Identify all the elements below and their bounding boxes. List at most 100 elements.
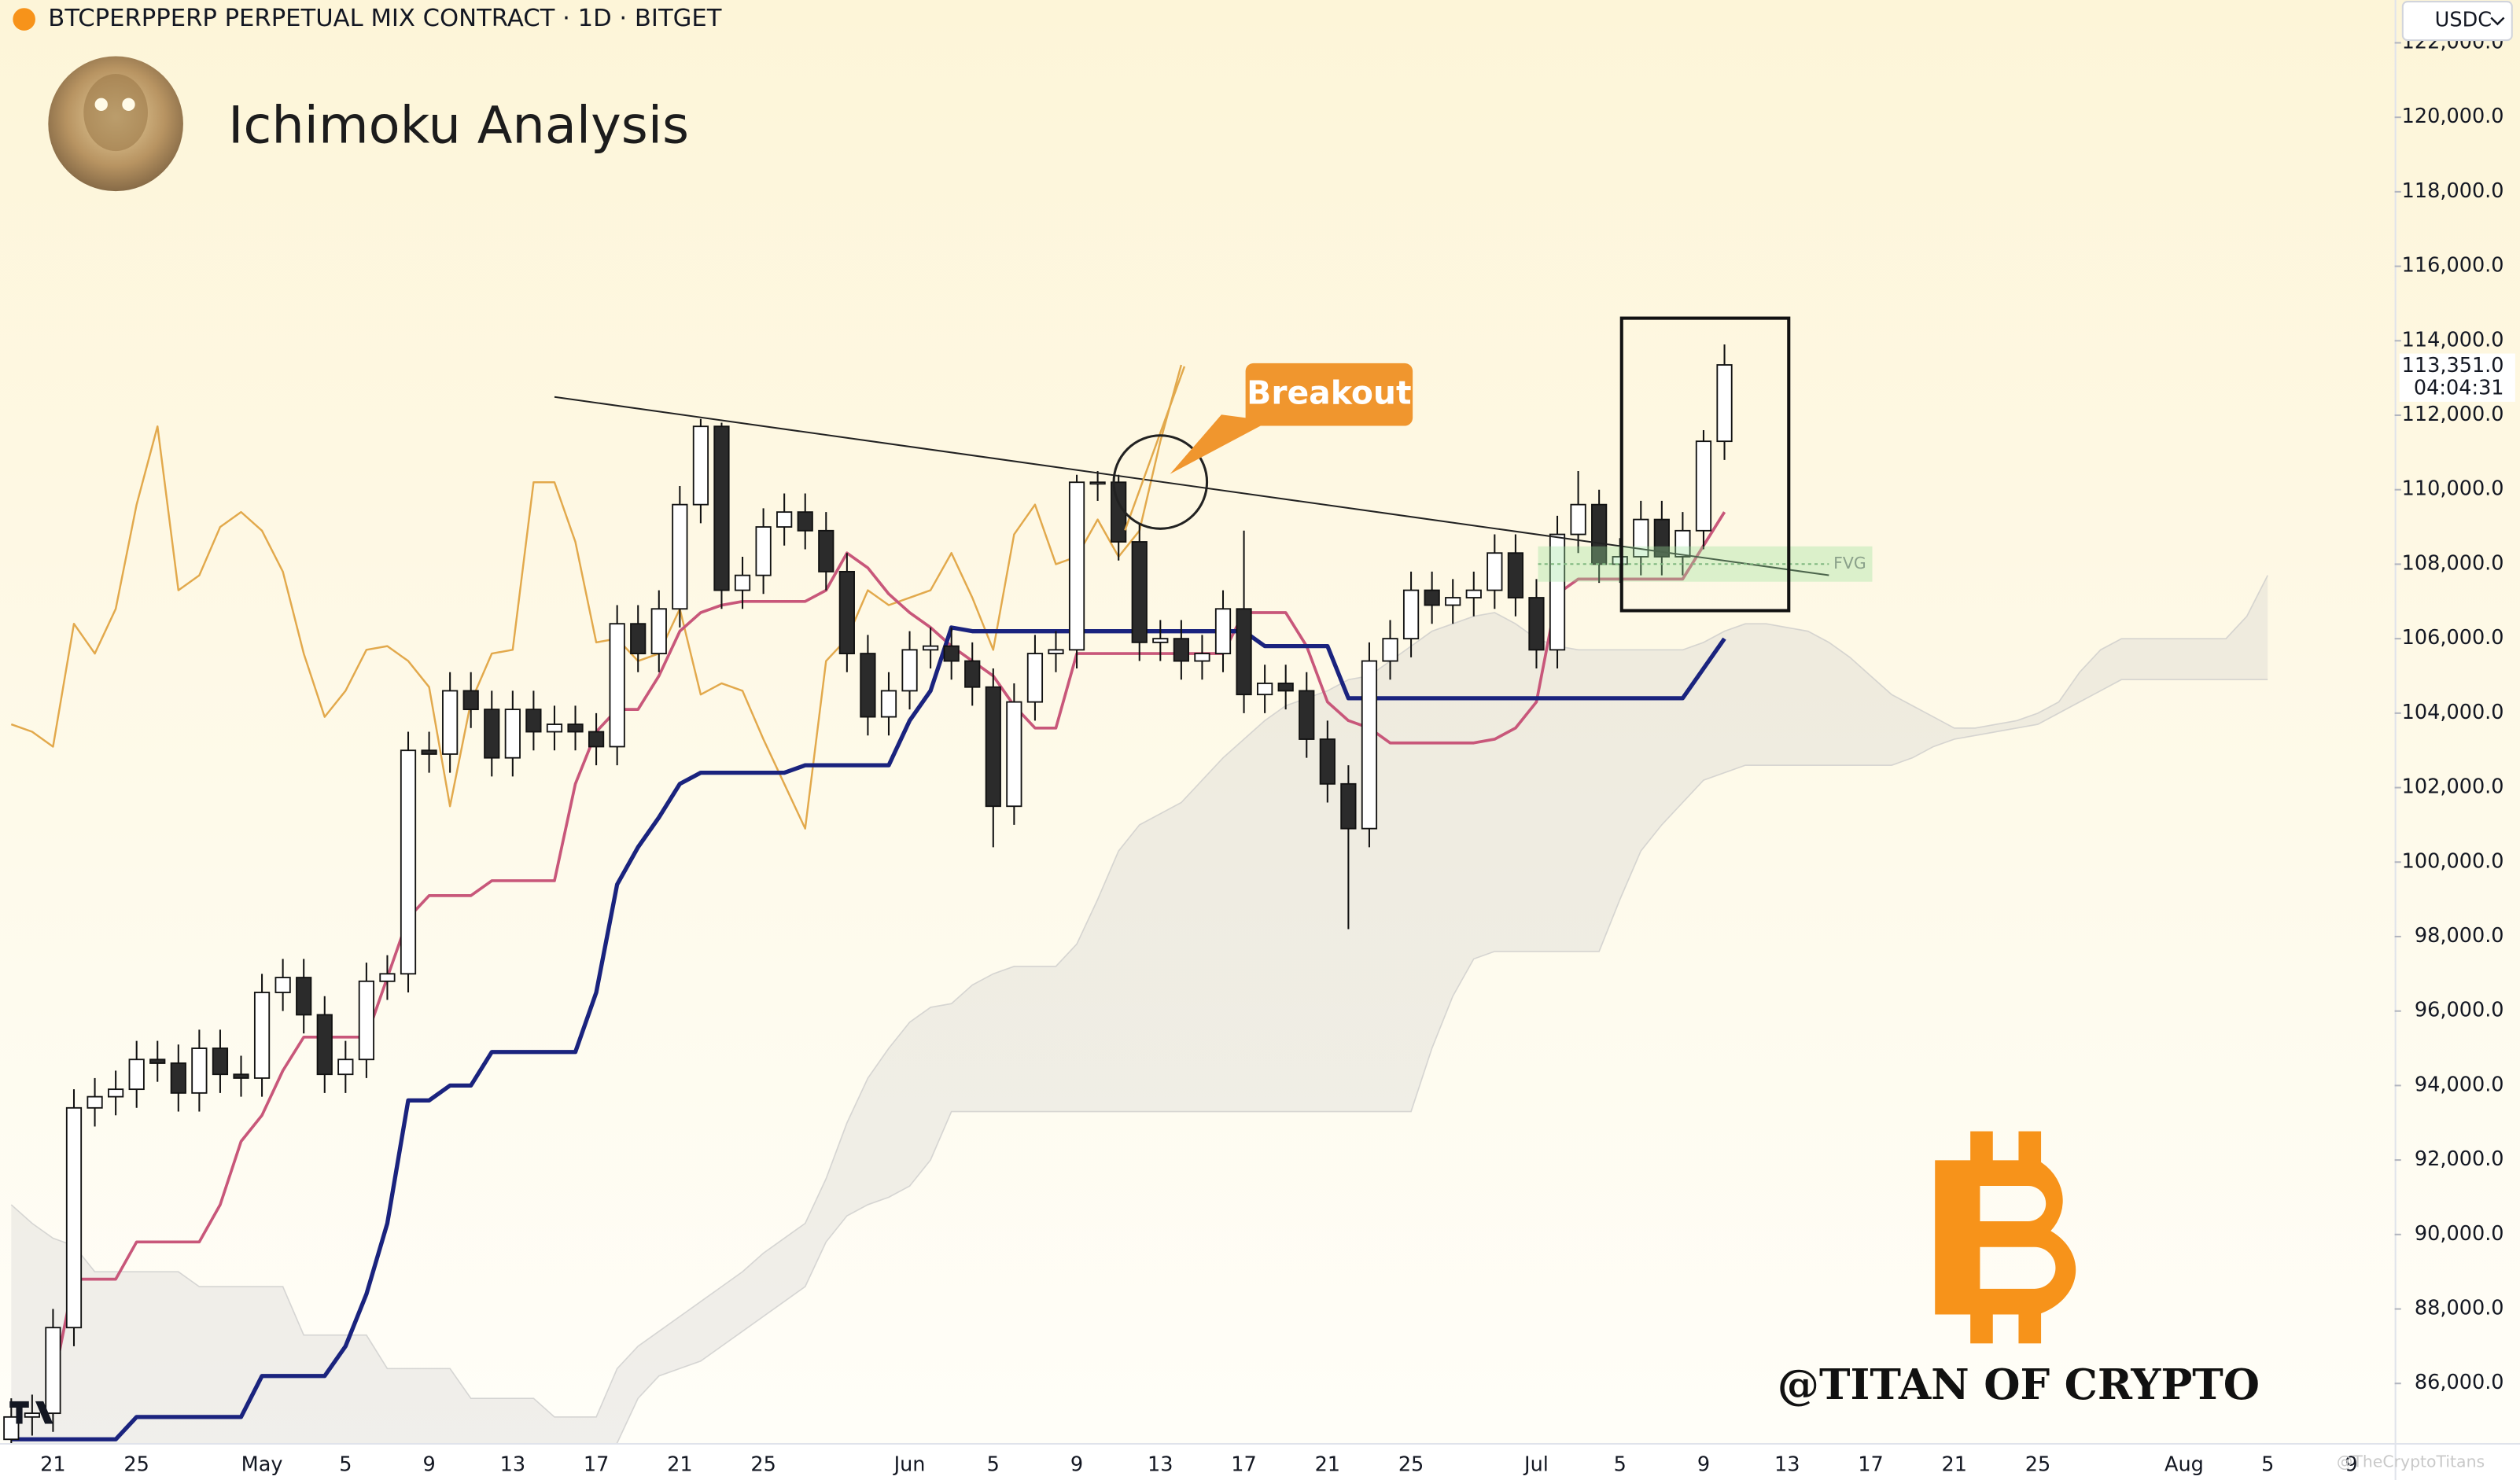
callout-box [1245, 363, 1413, 426]
candle-body [484, 709, 500, 759]
candle-body [337, 1058, 354, 1076]
candle-body [400, 749, 417, 975]
last-price: 113,351.0 [2402, 354, 2504, 377]
candle-body [567, 723, 584, 733]
chart-title: Ichimoku Analysis [228, 96, 689, 156]
y-tick-label: 96,000.0 [2415, 999, 2504, 1022]
candle-body [776, 511, 793, 528]
watermark: @TITAN OF CRYPTO [1778, 1360, 2260, 1409]
candle-body [860, 653, 876, 718]
candle-body [3, 1416, 20, 1441]
candle-body [880, 690, 897, 718]
candle-body [1048, 649, 1064, 654]
candle-body [1465, 589, 1482, 598]
candle-layer [3, 344, 1733, 1444]
candle-body [1299, 690, 1315, 740]
avatar-face [83, 73, 148, 152]
currency-button[interactable] [2401, 1, 2513, 42]
candle-body [964, 660, 981, 688]
y-tick-label: 102,000.0 [2402, 775, 2504, 799]
y-tick-label: 98,000.0 [2415, 924, 2504, 948]
x-tick-label: 9 [2345, 1453, 2357, 1477]
x-tick-label: 5 [2261, 1453, 2274, 1477]
candle-body [922, 645, 939, 651]
x-tick-label: Jul [1523, 1453, 1549, 1477]
x-tick-label: 13 [500, 1453, 525, 1477]
y-tick-label: 94,000.0 [2415, 1073, 2504, 1096]
candle-body [818, 529, 834, 572]
candle-body [1173, 638, 1189, 662]
candle-body [1214, 608, 1232, 654]
candle-body [713, 425, 730, 591]
bitcoin-logo [1935, 1131, 2076, 1344]
y-tick-label: 120,000.0 [2402, 105, 2504, 128]
candle-body [609, 623, 625, 748]
candle-body [253, 992, 271, 1079]
candle-body [1131, 541, 1148, 643]
candle-body [985, 686, 1001, 808]
candle-body [1152, 638, 1169, 643]
cloud [11, 575, 2268, 1444]
candle-body [442, 690, 459, 755]
candle-body [692, 425, 709, 506]
x-tick-label: 5 [339, 1453, 352, 1477]
candle-body [1006, 701, 1022, 808]
candle-body [1424, 589, 1440, 606]
y-tick-label: 88,000.0 [2415, 1297, 2504, 1320]
logo-b [1935, 1160, 2076, 1315]
candle-body [45, 1327, 61, 1415]
breakout-circle [1112, 434, 1209, 530]
fvg-label: FVG [1833, 554, 1866, 572]
x-tick-label: May [241, 1453, 283, 1477]
plot: FVG Breakout [3, 316, 2268, 1444]
x-tick-label: Aug [2164, 1453, 2204, 1477]
countdown: 04:04:31 [2414, 377, 2504, 400]
candle-body [316, 1014, 333, 1076]
candle-body [233, 1073, 249, 1079]
y-tick-label: 108,000.0 [2402, 551, 2504, 575]
candle-body [358, 980, 375, 1061]
candle-body [274, 977, 291, 993]
tv-logo [9, 1401, 53, 1424]
highlight-box [1619, 316, 1791, 613]
candle-body [421, 749, 437, 755]
candle-body [1716, 364, 1733, 443]
candle-body [1236, 608, 1252, 696]
candle-body [170, 1062, 186, 1094]
x-tick-label: 5 [987, 1453, 1000, 1477]
currency-label[interactable]: USDC [2435, 9, 2492, 32]
currency-caret[interactable] [2490, 17, 2505, 26]
x-tick-label: 13 [1148, 1453, 1173, 1477]
candle-body [1089, 481, 1106, 485]
x-tick-label: 13 [1774, 1453, 1800, 1477]
candle-body [191, 1047, 208, 1094]
candle-body [462, 690, 479, 711]
candle-body [1674, 529, 1691, 558]
candle-body [755, 526, 772, 576]
candle-body [87, 1095, 103, 1109]
x-tick-label: 21 [667, 1453, 692, 1477]
candle-body [1445, 597, 1461, 606]
cloud-layer [10, 575, 2268, 1444]
indicator-line [11, 625, 1726, 1441]
header-title: BTCPERPPERP PERPETUAL MIX CONTRACT · 1D … [48, 5, 721, 32]
x-tick-label: 17 [1858, 1453, 1883, 1477]
x-tick-label: 5 [1614, 1453, 1627, 1477]
candle-body [1528, 597, 1545, 651]
x-tick-label: 17 [1231, 1453, 1256, 1477]
candle-body [1319, 738, 1336, 785]
callout-label: Breakout [1247, 374, 1411, 412]
candle-body [734, 574, 751, 591]
symbol-icon [13, 8, 35, 31]
axis-layer: 86,000.0 88,000.0 90,000.0 92,000.0 94,000.0… [40, 30, 2503, 1476]
candle-body [838, 570, 855, 654]
candle-body [1277, 683, 1294, 692]
callout-pointer [1170, 414, 1270, 474]
candle-body [149, 1058, 166, 1064]
cloud-edge [10, 575, 2268, 1418]
candle-body [1194, 653, 1210, 662]
x-tick-label: Jun [893, 1453, 926, 1477]
candle-body [525, 709, 542, 733]
candle-body [24, 1412, 40, 1418]
